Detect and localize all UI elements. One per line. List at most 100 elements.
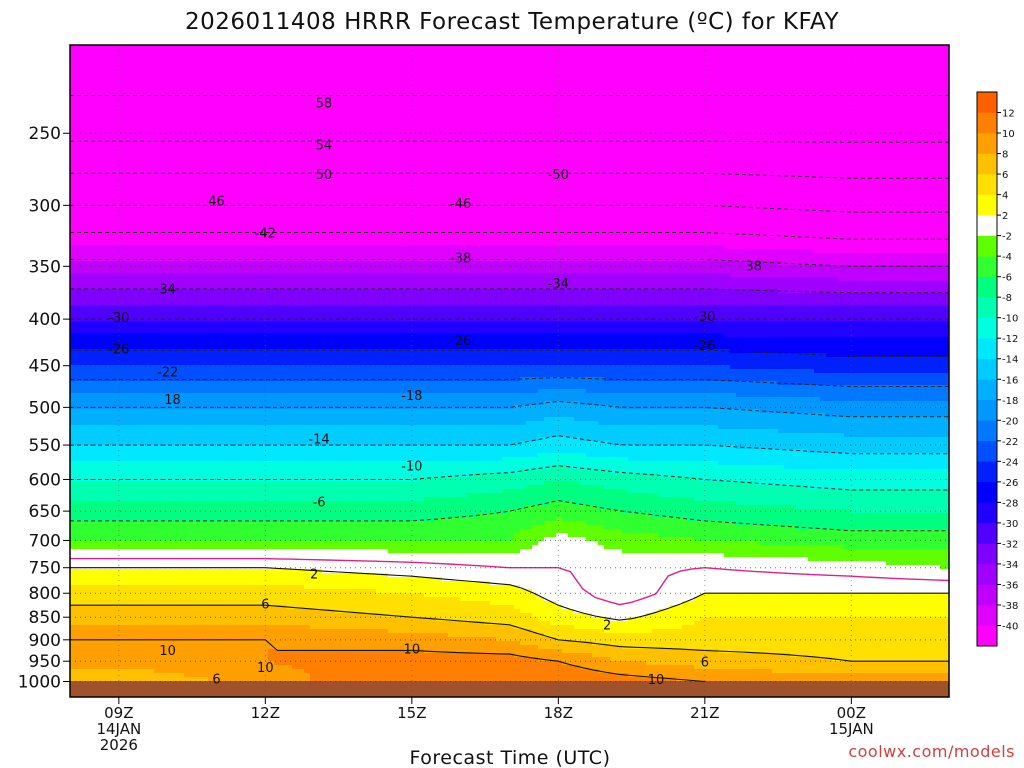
field-cell bbox=[754, 145, 761, 150]
field-cell bbox=[154, 85, 161, 90]
field-cell bbox=[892, 109, 899, 114]
field-cell bbox=[820, 137, 827, 142]
field-cell bbox=[856, 97, 863, 102]
field-cell bbox=[298, 105, 305, 110]
field-cell bbox=[460, 105, 467, 110]
field-cell bbox=[556, 73, 563, 78]
field-cell bbox=[196, 145, 203, 150]
field-cell bbox=[202, 85, 209, 90]
field-cell bbox=[796, 149, 803, 154]
field-cell bbox=[670, 177, 677, 182]
field-cell bbox=[100, 165, 107, 170]
field-cell bbox=[364, 49, 371, 54]
field-cell bbox=[358, 101, 365, 106]
field-cell bbox=[130, 177, 137, 182]
field-cell bbox=[334, 157, 341, 162]
field-cell bbox=[850, 101, 857, 106]
field-cell bbox=[922, 85, 929, 90]
field-cell bbox=[232, 177, 239, 182]
field-cell bbox=[688, 149, 695, 154]
field-cell bbox=[934, 49, 941, 54]
field-cell bbox=[736, 57, 743, 62]
field-cell bbox=[76, 89, 83, 94]
field-cell bbox=[424, 105, 431, 110]
field-cell bbox=[538, 49, 545, 54]
field-cell bbox=[184, 53, 191, 58]
field-cell bbox=[706, 105, 713, 110]
field-cell bbox=[904, 89, 911, 94]
field-cell bbox=[880, 61, 887, 66]
field-cell bbox=[700, 97, 707, 102]
field-cell bbox=[820, 153, 827, 158]
field-cell bbox=[922, 65, 929, 70]
field-cell bbox=[868, 137, 875, 142]
field-cell bbox=[232, 121, 239, 126]
field-cell bbox=[166, 149, 173, 154]
field-cell bbox=[532, 161, 539, 166]
field-cell bbox=[328, 77, 335, 82]
field-cell bbox=[796, 101, 803, 106]
field-cell bbox=[160, 69, 167, 74]
field-cell bbox=[184, 89, 191, 94]
field-cell bbox=[76, 165, 83, 170]
field-cell bbox=[448, 89, 455, 94]
field-cell bbox=[352, 161, 359, 166]
field-cell bbox=[832, 161, 839, 166]
field-cell bbox=[334, 73, 341, 78]
field-cell bbox=[484, 125, 491, 130]
field-cell bbox=[694, 153, 701, 158]
field-cell bbox=[412, 117, 419, 122]
field-cell bbox=[862, 157, 869, 162]
field-cell bbox=[838, 169, 845, 174]
field-cell bbox=[454, 97, 461, 102]
field-cell bbox=[448, 165, 455, 170]
field-cell bbox=[844, 69, 851, 74]
field-cell bbox=[556, 89, 563, 94]
field-cell bbox=[784, 145, 791, 150]
field-cell bbox=[826, 129, 833, 134]
field-cell bbox=[844, 81, 851, 86]
field-cell bbox=[106, 153, 113, 158]
field-cell bbox=[736, 49, 743, 54]
field-cell bbox=[916, 141, 923, 146]
field-cell bbox=[562, 153, 569, 158]
field-cell bbox=[892, 53, 899, 58]
field-cell bbox=[532, 177, 539, 182]
field-cell bbox=[568, 73, 575, 78]
field-cell bbox=[496, 117, 503, 122]
field-cell bbox=[484, 117, 491, 122]
field-cell bbox=[616, 117, 623, 122]
field-cell bbox=[862, 97, 869, 102]
field-cell bbox=[652, 101, 659, 106]
field-cell bbox=[586, 73, 593, 78]
field-cell bbox=[760, 137, 767, 142]
field-cell bbox=[838, 53, 845, 58]
field-cell bbox=[874, 85, 881, 90]
field-cell bbox=[166, 165, 173, 170]
field-cell bbox=[862, 109, 869, 114]
field-cell bbox=[460, 121, 467, 126]
field-cell bbox=[292, 177, 299, 182]
field-cell bbox=[328, 49, 335, 54]
field-cell bbox=[238, 61, 245, 66]
field-cell bbox=[856, 173, 863, 178]
field-cell bbox=[454, 49, 461, 54]
field-cell bbox=[184, 97, 191, 102]
field-cell bbox=[856, 89, 863, 94]
field-cell bbox=[154, 57, 161, 62]
field-cell bbox=[598, 73, 605, 78]
field-cell bbox=[442, 109, 449, 114]
field-cell bbox=[868, 113, 875, 118]
field-cell bbox=[610, 149, 617, 154]
field-cell bbox=[436, 157, 443, 162]
field-cell bbox=[772, 85, 779, 90]
field-cell bbox=[724, 165, 731, 170]
field-cell bbox=[826, 109, 833, 114]
field-cell bbox=[298, 121, 305, 126]
field-cell bbox=[400, 81, 407, 86]
field-cell bbox=[106, 177, 113, 182]
field-cell bbox=[790, 97, 797, 102]
field-cell bbox=[658, 81, 665, 86]
field-cell bbox=[118, 61, 125, 66]
field-cell bbox=[844, 165, 851, 170]
